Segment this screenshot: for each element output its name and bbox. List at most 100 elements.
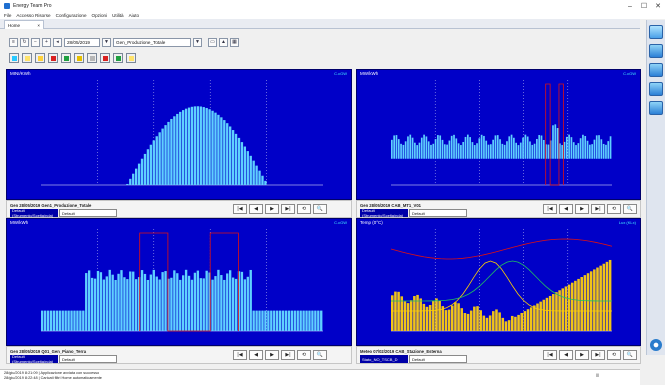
chart-bar <box>158 279 161 331</box>
chart-bar <box>155 276 158 331</box>
menu-utilita[interactable]: Utilità <box>112 13 124 18</box>
chart-bar <box>311 310 314 331</box>
chart-panel-weather[interactable]: Temp (0°C) Lux (KLx) <box>356 218 641 346</box>
next-button[interactable]: ▶ <box>575 204 589 214</box>
last-button[interactable]: ▶| <box>591 350 605 360</box>
zoom-out-button[interactable]: − <box>31 37 40 47</box>
menu-aiuto[interactable]: Aiuto <box>128 13 140 18</box>
reset-button[interactable]: ⟲ <box>297 350 311 360</box>
analysis-icon[interactable] <box>649 44 663 58</box>
search-icon[interactable]: 🔍 <box>623 350 637 360</box>
meter-select[interactable]: Gen_Produzione_Totale <box>113 37 191 47</box>
last-button[interactable]: ▶| <box>281 350 295 360</box>
chart-bar <box>447 309 451 331</box>
chart-button[interactable]: ▲ <box>219 37 228 47</box>
menu-file[interactable]: File <box>4 13 12 18</box>
chart-right-unit: C.cGW <box>623 71 636 76</box>
list-icon[interactable] <box>649 101 663 115</box>
chart-bar <box>504 321 508 331</box>
chart-bar <box>510 315 514 331</box>
chart-bar <box>234 133 238 185</box>
chart-bar <box>211 279 214 331</box>
color-button-9[interactable] <box>113 53 123 63</box>
chart-bar <box>570 137 573 159</box>
prev-button[interactable]: ◀ <box>559 350 573 360</box>
search-icon[interactable]: 🔍 <box>313 350 327 360</box>
chart-bar <box>598 135 600 159</box>
next-button[interactable]: ▶ <box>575 350 589 360</box>
gear-icon[interactable] <box>650 339 662 351</box>
chart-bar <box>211 110 214 185</box>
zoom-in-button[interactable]: + <box>42 37 51 47</box>
minimize-button[interactable]: – <box>628 2 632 10</box>
chart-scale-select[interactable]: Default <box>409 355 467 363</box>
maximize-button[interactable]: ☐ <box>640 3 648 10</box>
chart-bar <box>420 137 423 159</box>
color-button-4[interactable] <box>48 53 58 63</box>
chart-bar <box>577 278 580 331</box>
export-icon[interactable] <box>649 82 663 96</box>
menu-accesso-risorse[interactable]: Accesso Risorse <box>16 13 51 18</box>
chart-scale-select[interactable]: Default <box>409 209 467 217</box>
export-button[interactable]: ▭ <box>208 37 217 47</box>
chart-nav: |◀ ◀ ▶ ▶| ⟲ 🔍 <box>231 204 327 214</box>
next-button[interactable]: ▶ <box>265 350 279 360</box>
chart-bar <box>533 305 536 331</box>
reset-button[interactable]: ⟲ <box>607 350 621 360</box>
chart-bar <box>602 263 606 331</box>
chart-bar <box>564 286 568 331</box>
date-field[interactable]: 28/05/2019 <box>64 37 100 47</box>
chart-bar <box>176 273 179 331</box>
log-resize-handle[interactable]: ||| <box>596 372 600 377</box>
first-button[interactable]: |◀ <box>233 350 247 360</box>
first-button[interactable]: |◀ <box>543 204 557 214</box>
chart-bar <box>117 273 120 331</box>
chart-bar <box>99 272 103 331</box>
prev-button[interactable]: ◀ <box>559 204 573 214</box>
chart-bar <box>409 134 412 159</box>
chart-bar <box>391 295 394 331</box>
chart-bar <box>102 279 106 331</box>
menu-configurazione[interactable]: Configurazione <box>55 13 87 18</box>
tab-close-icon[interactable]: × <box>37 22 40 28</box>
chart-bar <box>460 145 462 159</box>
date-dropdown-icon[interactable]: ▼ <box>102 37 111 47</box>
color-button-8[interactable] <box>100 53 110 63</box>
search-icon[interactable]: 🔍 <box>313 204 327 214</box>
menu-opzioni[interactable]: Opzioni <box>91 13 108 18</box>
next-button[interactable]: ▶ <box>265 204 279 214</box>
chart-scale-select[interactable]: Default <box>59 355 117 363</box>
settings-button[interactable]: ▦ <box>230 37 239 47</box>
first-button[interactable]: |◀ <box>233 204 247 214</box>
color-button-7[interactable] <box>87 53 97 63</box>
list-view-button[interactable]: ≡ <box>9 37 18 47</box>
chart-panel-piano-terra[interactable]: MW/kWh C.cGW <box>6 218 352 346</box>
search-icon[interactable]: 🔍 <box>623 204 637 214</box>
chart-panel-mt1[interactable]: MW/kWh C.cGW <box>356 69 641 200</box>
prev-button[interactable]: ◀ <box>249 350 263 360</box>
last-button[interactable]: ▶| <box>591 204 605 214</box>
chart-scale-select[interactable]: Default <box>59 209 117 217</box>
prev-day-button[interactable]: ◂ <box>53 37 62 47</box>
tab-home[interactable]: Home × <box>4 20 44 29</box>
home-icon[interactable] <box>649 25 663 39</box>
chart-bar <box>173 116 176 185</box>
chart-panel-production[interactable]: MINI/KWh C.cGW <box>6 69 352 200</box>
color-button-3[interactable] <box>35 53 45 63</box>
meter-dropdown-icon[interactable]: ▼ <box>193 37 202 47</box>
reset-button[interactable]: ⟲ <box>297 204 311 214</box>
chart-bar <box>593 139 596 159</box>
color-button-10[interactable] <box>126 53 136 63</box>
color-button-5[interactable] <box>61 53 71 63</box>
reset-button[interactable]: ⟲ <box>607 204 621 214</box>
chart-bar <box>526 136 529 159</box>
report-icon[interactable] <box>649 63 663 77</box>
first-button[interactable]: |◀ <box>543 350 557 360</box>
refresh-button[interactable]: ↻ <box>20 37 29 47</box>
close-button[interactable]: ✕ <box>655 3 661 10</box>
color-button-6[interactable] <box>74 53 84 63</box>
color-button-1[interactable] <box>9 53 19 63</box>
color-button-2[interactable] <box>22 53 32 63</box>
last-button[interactable]: ▶| <box>281 204 295 214</box>
prev-button[interactable]: ◀ <box>249 204 263 214</box>
